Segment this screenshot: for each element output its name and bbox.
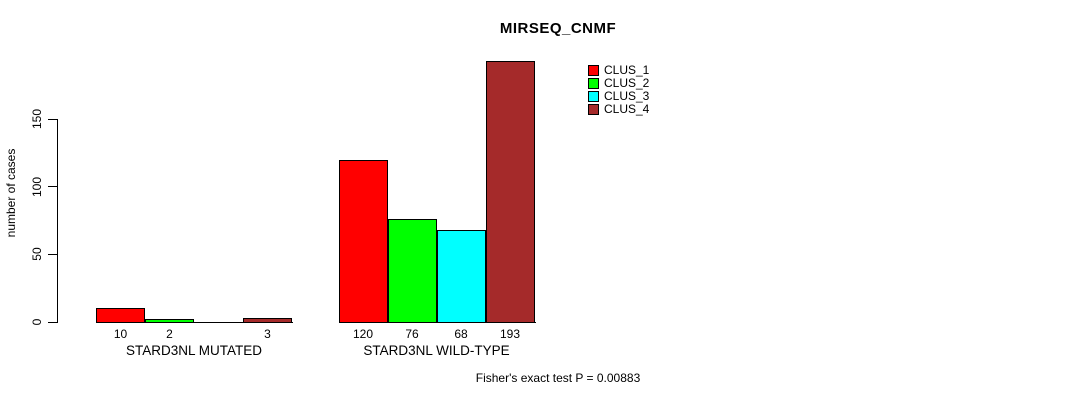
legend-label: CLUS_2 bbox=[604, 76, 650, 90]
legend-label: CLUS_4 bbox=[604, 102, 650, 116]
group-baseline bbox=[338, 322, 536, 323]
legend-item: CLUS_2 bbox=[588, 77, 649, 90]
legend-swatch-clus_1 bbox=[588, 65, 599, 76]
chart-title: MIRSEQ_CNMF bbox=[499, 20, 617, 37]
legend: CLUS_1 CLUS_2 CLUS_3 CLUS_4 bbox=[588, 64, 649, 116]
y-axis-label: number of cases bbox=[4, 148, 18, 238]
legend-label: CLUS_1 bbox=[604, 63, 650, 77]
legend-swatch-clus_2 bbox=[588, 78, 599, 89]
x-category-label: STARD3NL MUTATED bbox=[125, 343, 262, 358]
group-baseline bbox=[96, 322, 293, 323]
y-tick bbox=[48, 118, 57, 120]
y-tick bbox=[48, 321, 57, 323]
legend-item: CLUS_3 bbox=[588, 90, 649, 103]
legend-swatch-clus_3 bbox=[588, 91, 599, 102]
bar-value-label: 10 bbox=[113, 327, 128, 341]
y-tick bbox=[48, 186, 57, 188]
bar-value-label: 76 bbox=[405, 327, 419, 341]
legend-label: CLUS_3 bbox=[604, 89, 650, 103]
x-category-label: STARD3NL WILD-TYPE bbox=[363, 343, 510, 358]
y-axis-line bbox=[57, 119, 58, 323]
bar-clus_3 bbox=[436, 230, 486, 323]
legend-item: CLUS_1 bbox=[588, 64, 649, 77]
y-tick-label: 150 bbox=[30, 108, 44, 130]
bar-value-label: 68 bbox=[454, 327, 468, 341]
footer-annotation: Fisher's exact test P = 0.00883 bbox=[475, 371, 641, 385]
bar-clus_1 bbox=[96, 308, 145, 323]
bar-value-label: 3 bbox=[264, 327, 271, 341]
bar-value-label: 120 bbox=[352, 327, 374, 341]
legend-swatch-clus_4 bbox=[588, 104, 599, 115]
legend-item: CLUS_4 bbox=[588, 103, 649, 116]
y-tick bbox=[48, 253, 57, 255]
bar-value-label: 2 bbox=[166, 327, 173, 341]
y-tick-label: 50 bbox=[30, 247, 44, 262]
bar-value-label: 193 bbox=[499, 327, 521, 341]
bar-clus_1 bbox=[338, 160, 388, 323]
bar-clus_4 bbox=[485, 61, 535, 323]
y-tick-label: 100 bbox=[30, 176, 44, 197]
bar-clus_2 bbox=[387, 219, 437, 323]
y-tick-label: 0 bbox=[30, 318, 44, 326]
